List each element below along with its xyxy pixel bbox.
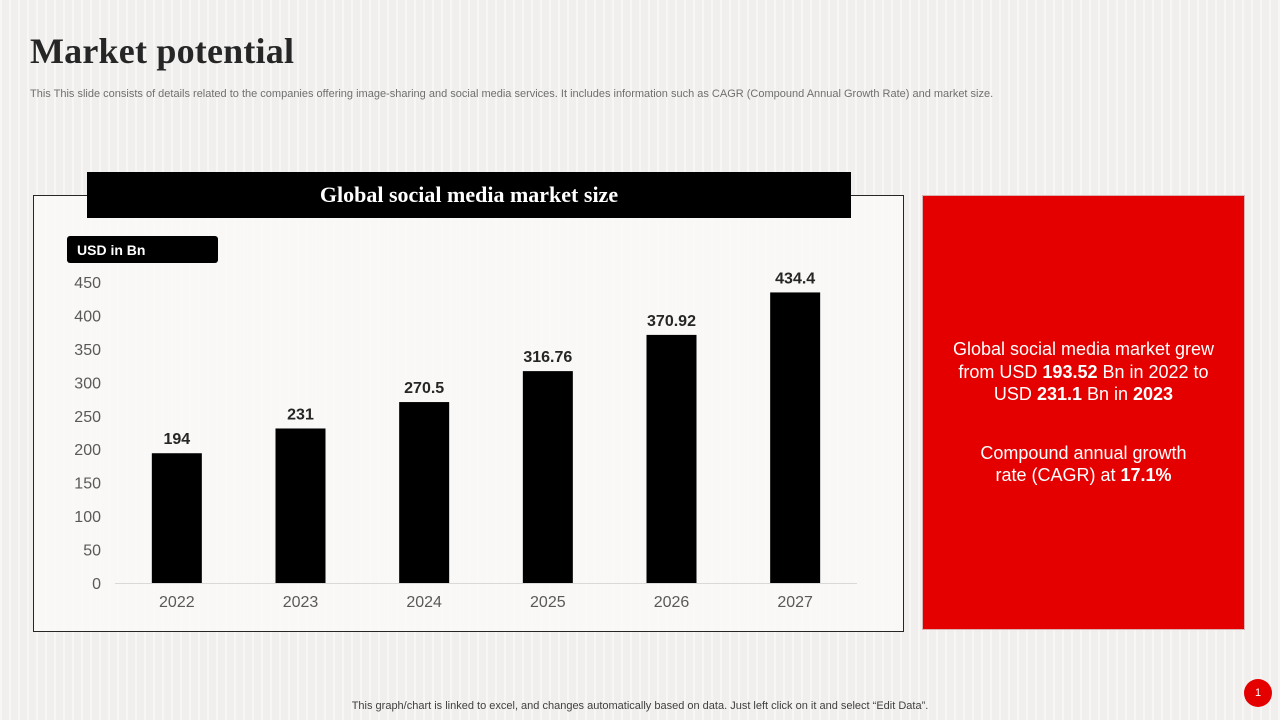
x-tick-label-2026: 2026: [654, 594, 690, 611]
bar-2027: [770, 292, 821, 583]
growth-statement: Global social media market grew from USD…: [953, 338, 1214, 406]
x-tick-label-2025: 2025: [530, 594, 566, 611]
chart-title-banner: Global social media market size: [87, 172, 851, 218]
y-tick-label: 250: [74, 409, 101, 426]
page-title: Market potential: [30, 31, 295, 71]
cagr-line-1: Compound annual growth: [980, 442, 1187, 463]
data-label-2023: 231: [287, 406, 314, 423]
y-tick-label: 450: [74, 275, 101, 292]
y-tick-label: 350: [74, 342, 101, 359]
data-label-2025: 316.76: [523, 349, 572, 366]
x-tick-label-2027: 2027: [777, 594, 813, 611]
bar-2022: [151, 453, 202, 583]
growth-line-3: USD 231.1 Bn in 2023: [993, 384, 1174, 405]
summary-panel: Global social media market grew from USD…: [922, 195, 1245, 630]
unit-badge: USD in Bn: [67, 236, 218, 263]
data-label-2026: 370.92: [647, 313, 696, 330]
data-label-2024: 270.5: [404, 380, 444, 397]
cagr-statement: Compound annual growth rate (CAGR) at 17…: [980, 442, 1186, 487]
cagr-line-2: rate (CAGR) at 17.1%: [995, 465, 1172, 486]
y-tick-label: 300: [74, 375, 101, 392]
bar-2025: [522, 371, 573, 583]
x-tick-label-2023: 2023: [283, 594, 319, 611]
growth-line-2: from USD 193.52 Bn in 2022 to: [958, 361, 1209, 382]
growth-line-1: Global social media market grew: [952, 339, 1215, 360]
y-tick-label: 400: [74, 308, 101, 325]
x-tick-label-2024: 2024: [406, 594, 442, 611]
y-tick-label: 50: [83, 543, 101, 560]
page-number-badge[interactable]: 1: [1244, 679, 1272, 707]
bar-2024: [399, 402, 450, 583]
data-label-2022: 194: [163, 431, 190, 448]
y-tick-label: 200: [74, 442, 101, 459]
y-tick-label: 0: [92, 576, 101, 593]
bar-2026: [646, 334, 697, 583]
bar-2023: [275, 428, 326, 583]
y-tick-label: 100: [74, 509, 101, 526]
footer-note: This graph/chart is linked to excel, and…: [351, 700, 929, 712]
x-tick-label-2022: 2022: [159, 594, 195, 611]
page-subtitle: This This slide consists of details rela…: [30, 88, 994, 100]
data-label-2027: 434.4: [775, 270, 815, 287]
y-tick-label: 150: [74, 476, 101, 493]
